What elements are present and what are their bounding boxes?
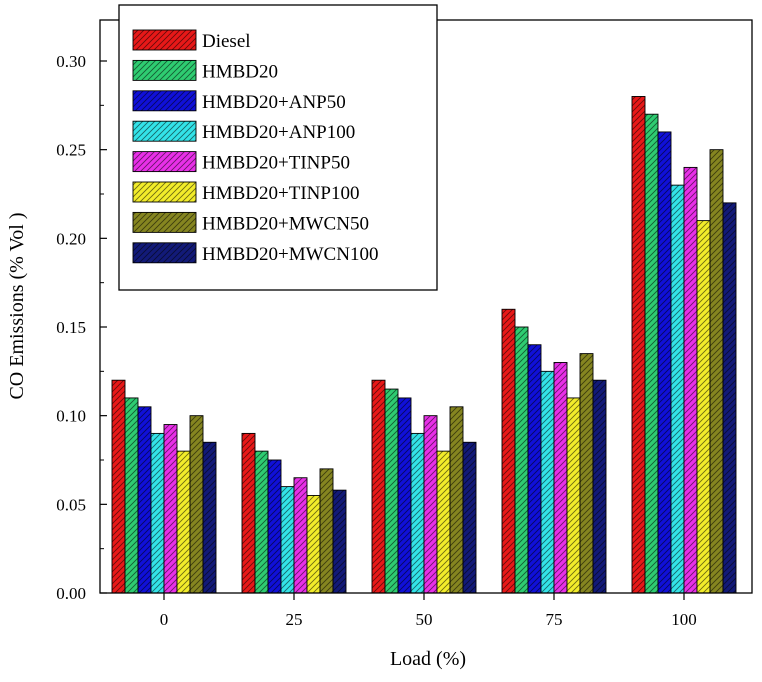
bar-hmbd20-load-0	[124, 397, 139, 594]
bar-hmbd20-anp50-load-25	[267, 459, 282, 594]
bar-hmbd20-anp50-load-0	[137, 406, 152, 594]
bar-hmbd20-tinp50-load-50	[423, 415, 438, 594]
x-axis-title: Load (%)	[390, 648, 466, 670]
x-tick-label: 50	[416, 610, 433, 629]
axes-layer: 0.00 0.05 0.10 0.15 0.20 0.25 0.30 0 25 50 75 100	[56, 52, 697, 629]
y-tick-label: 0.25	[56, 141, 86, 160]
x-tick-label: 0	[160, 610, 169, 629]
bar-hmbd20-load-50	[384, 388, 399, 594]
bar-hmbd20-anp100-load-75	[540, 370, 555, 594]
y-axis-title: CO Emissions (% Vol )	[6, 212, 28, 399]
bar-hmbd20-anp100-load-0	[150, 432, 165, 594]
bar-hmbd20-load-100	[644, 113, 659, 594]
bar-hmbd20-tinp50-load-0	[163, 424, 178, 594]
y-tick-label: 0.20	[56, 229, 86, 248]
legend-label: HMBD20	[202, 61, 278, 82]
bar-hmbd20-mwcn50-load-0	[189, 415, 204, 594]
legend-label: Diesel	[202, 31, 251, 52]
y-tick-label: 0.10	[56, 407, 86, 426]
bar-diesel-load-50	[371, 379, 386, 594]
bar-diesel-load-0	[111, 379, 126, 594]
legend-swatch	[132, 59, 197, 81]
y-tick-label: 0.05	[56, 495, 86, 514]
bar-hmbd20-mwcn50-load-25	[319, 468, 334, 594]
legend-swatch	[132, 211, 197, 233]
bar-hmbd20-tinp50-load-75	[553, 362, 568, 594]
legend-swatch	[132, 151, 197, 173]
bar-hmbd20-tinp50-load-100	[683, 166, 698, 594]
legend-label: HMBD20+TINP100	[202, 183, 359, 204]
bar-hmbd20-mwcn100-load-100	[722, 202, 737, 594]
bar-hmbd20-mwcn100-load-75	[592, 379, 607, 594]
bar-hmbd20-mwcn100-load-50	[462, 441, 477, 594]
bar-hmbd20-anp100-load-50	[410, 432, 425, 594]
bar-hmbd20-mwcn100-load-0	[202, 441, 217, 594]
bar-diesel-load-75	[501, 308, 516, 594]
y-tick-label: 0.30	[56, 52, 86, 71]
legend-label: HMBD20+TINP50	[202, 153, 350, 174]
bar-hmbd20-load-75	[514, 326, 529, 594]
bar-hmbd20-tinp100-load-50	[436, 450, 451, 594]
legend-swatch	[132, 181, 197, 203]
bar-hmbd20-mwcn50-load-50	[449, 406, 464, 594]
bar-hmbd20-anp100-load-25	[280, 486, 295, 594]
bar-hmbd20-mwcn100-load-25	[332, 489, 347, 594]
bar-hmbd20-anp100-load-100	[670, 184, 685, 594]
bar-hmbd20-mwcn50-load-75	[579, 353, 594, 594]
bar-hmbd20-anp50-load-50	[397, 397, 412, 594]
bar-hmbd20-tinp100-load-0	[176, 450, 191, 594]
bars-layer	[111, 96, 737, 594]
legend-label: HMBD20+ANP100	[202, 122, 355, 143]
bar-diesel-load-100	[631, 96, 646, 594]
legend-swatch	[132, 29, 197, 51]
x-tick-label: 25	[286, 610, 303, 629]
x-tick-label: 75	[546, 610, 563, 629]
legend-label: HMBD20+MWCN100	[202, 244, 378, 265]
y-tick-label: 0.00	[56, 584, 86, 603]
legend-label: HMBD20+MWCN50	[202, 213, 369, 234]
bar-hmbd20-tinp100-load-75	[566, 397, 581, 594]
legend-swatch	[132, 90, 197, 112]
bar-hmbd20-tinp50-load-25	[293, 477, 308, 594]
legend-label: HMBD20+ANP50	[202, 92, 346, 113]
legend-swatch	[132, 242, 197, 264]
legend-swatch	[132, 120, 197, 142]
bar-diesel-load-25	[241, 432, 256, 594]
bar-hmbd20-anp50-load-75	[527, 344, 542, 594]
x-tick-label: 100	[671, 610, 697, 629]
bar-hmbd20-mwcn50-load-100	[709, 149, 724, 594]
y-tick-label: 0.15	[56, 318, 86, 337]
bar-hmbd20-tinp100-load-25	[306, 495, 321, 594]
legend: Diesel HMBD20 HMBD20+ANP50 HMBD20+ANP100 HMB…	[118, 4, 438, 291]
bar-hmbd20-tinp100-load-100	[696, 220, 711, 594]
bar-hmbd20-load-25	[254, 450, 269, 594]
bar-hmbd20-anp50-load-100	[657, 131, 672, 594]
